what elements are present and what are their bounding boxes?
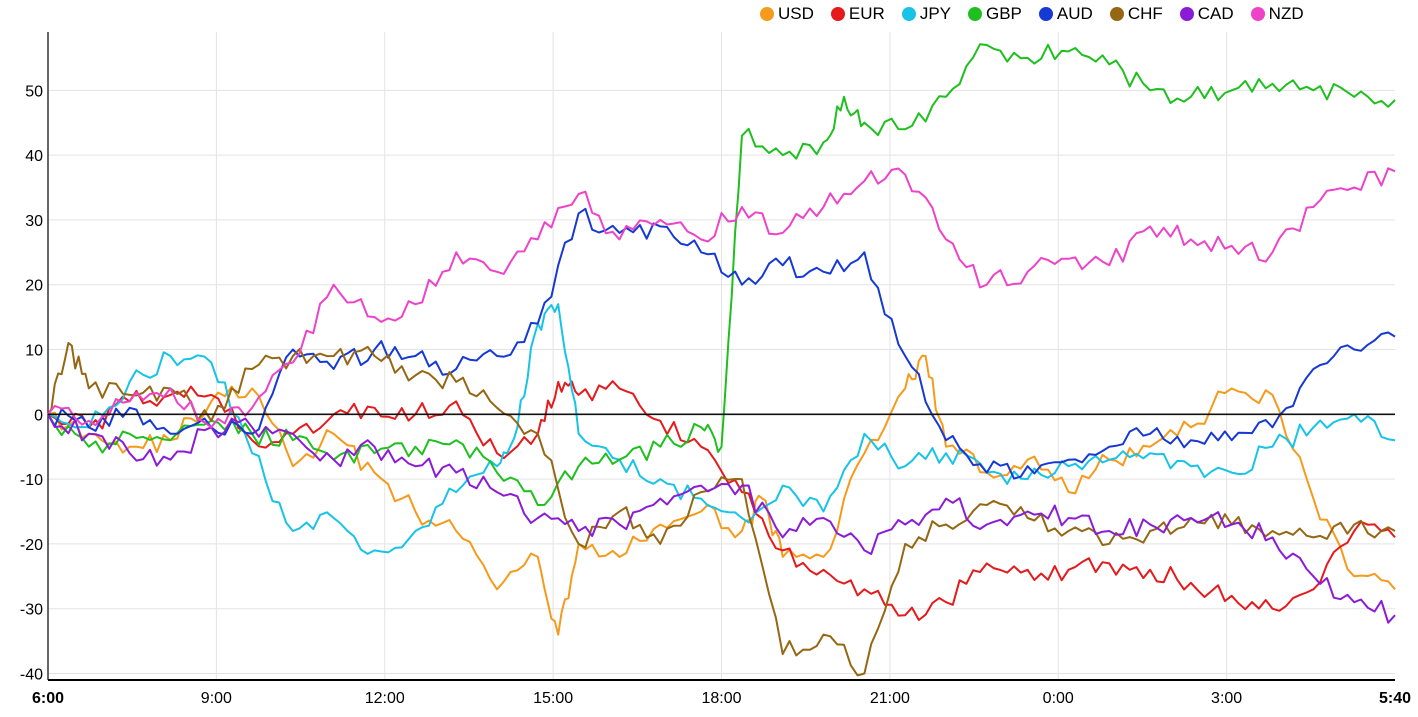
legend-label: NZD (1268, 4, 1304, 23)
y-tick-label: 50 (25, 83, 43, 100)
y-tick-label: -10 (20, 472, 43, 489)
legend-item-chf[interactable]: CHF (1109, 4, 1163, 24)
y-tick-label: 30 (25, 213, 43, 230)
series-line-eur (47, 380, 1396, 621)
legend-item-jpy[interactable]: JPY (901, 4, 951, 24)
legend-label: CHF (1127, 4, 1163, 23)
x-tick-label: 21:00 (870, 690, 910, 707)
legend-item-usd[interactable]: USD (760, 4, 814, 24)
series-line-chf (47, 342, 1396, 677)
x-tick-label: 6:00 (32, 690, 64, 707)
chart-legend: USD EUR JPY GBP AUD CHF CAD NZD (760, 4, 1321, 24)
series-line-gbp (47, 43, 1396, 506)
x-tick-label: 9:00 (201, 690, 232, 707)
legend-label: GBP (986, 4, 1022, 23)
legend-item-aud[interactable]: AUD (1038, 4, 1093, 24)
legend-item-nzd[interactable]: NZD (1250, 4, 1304, 24)
y-tick-label: 20 (25, 278, 43, 295)
x-tick-label: 15:00 (533, 690, 573, 707)
y-tick-label: 10 (25, 343, 43, 360)
y-tick-label: 0 (34, 407, 43, 424)
x-tick-label: 5:40 (1379, 690, 1411, 707)
legend-label: USD (778, 4, 814, 23)
legend-item-eur[interactable]: EUR (830, 4, 885, 24)
y-tick-label: -20 (20, 537, 43, 554)
legend-label: EUR (848, 4, 885, 23)
x-tick-label: 0:00 (1043, 690, 1074, 707)
legend-marker (760, 7, 774, 21)
x-tick-label: 18:00 (701, 690, 741, 707)
legend-item-gbp[interactable]: GBP (968, 4, 1022, 24)
legend-item-cad[interactable]: CAD (1179, 4, 1234, 24)
series-line-usd (47, 354, 1396, 636)
series-line-aud (47, 207, 1396, 480)
legend-label: JPY (919, 4, 951, 23)
legend-marker (1179, 7, 1194, 21)
legend-marker (1038, 7, 1053, 21)
legend-marker (968, 7, 982, 21)
x-tick-label: 3:00 (1211, 690, 1242, 707)
y-tick-label: -30 (20, 602, 43, 619)
legend-label: AUD (1056, 4, 1093, 23)
legend-marker (830, 7, 845, 21)
y-tick-label: 40 (25, 148, 43, 165)
legend-label: CAD (1197, 4, 1234, 23)
series-line-nzd (47, 167, 1396, 429)
series-line-jpy (47, 303, 1396, 555)
legend-marker (1250, 7, 1265, 21)
legend-marker (901, 7, 916, 21)
y-tick-label: -40 (20, 667, 43, 684)
legend-marker (1109, 7, 1124, 21)
series-line-cad (47, 413, 1396, 624)
x-tick-label: 12:00 (365, 690, 405, 707)
